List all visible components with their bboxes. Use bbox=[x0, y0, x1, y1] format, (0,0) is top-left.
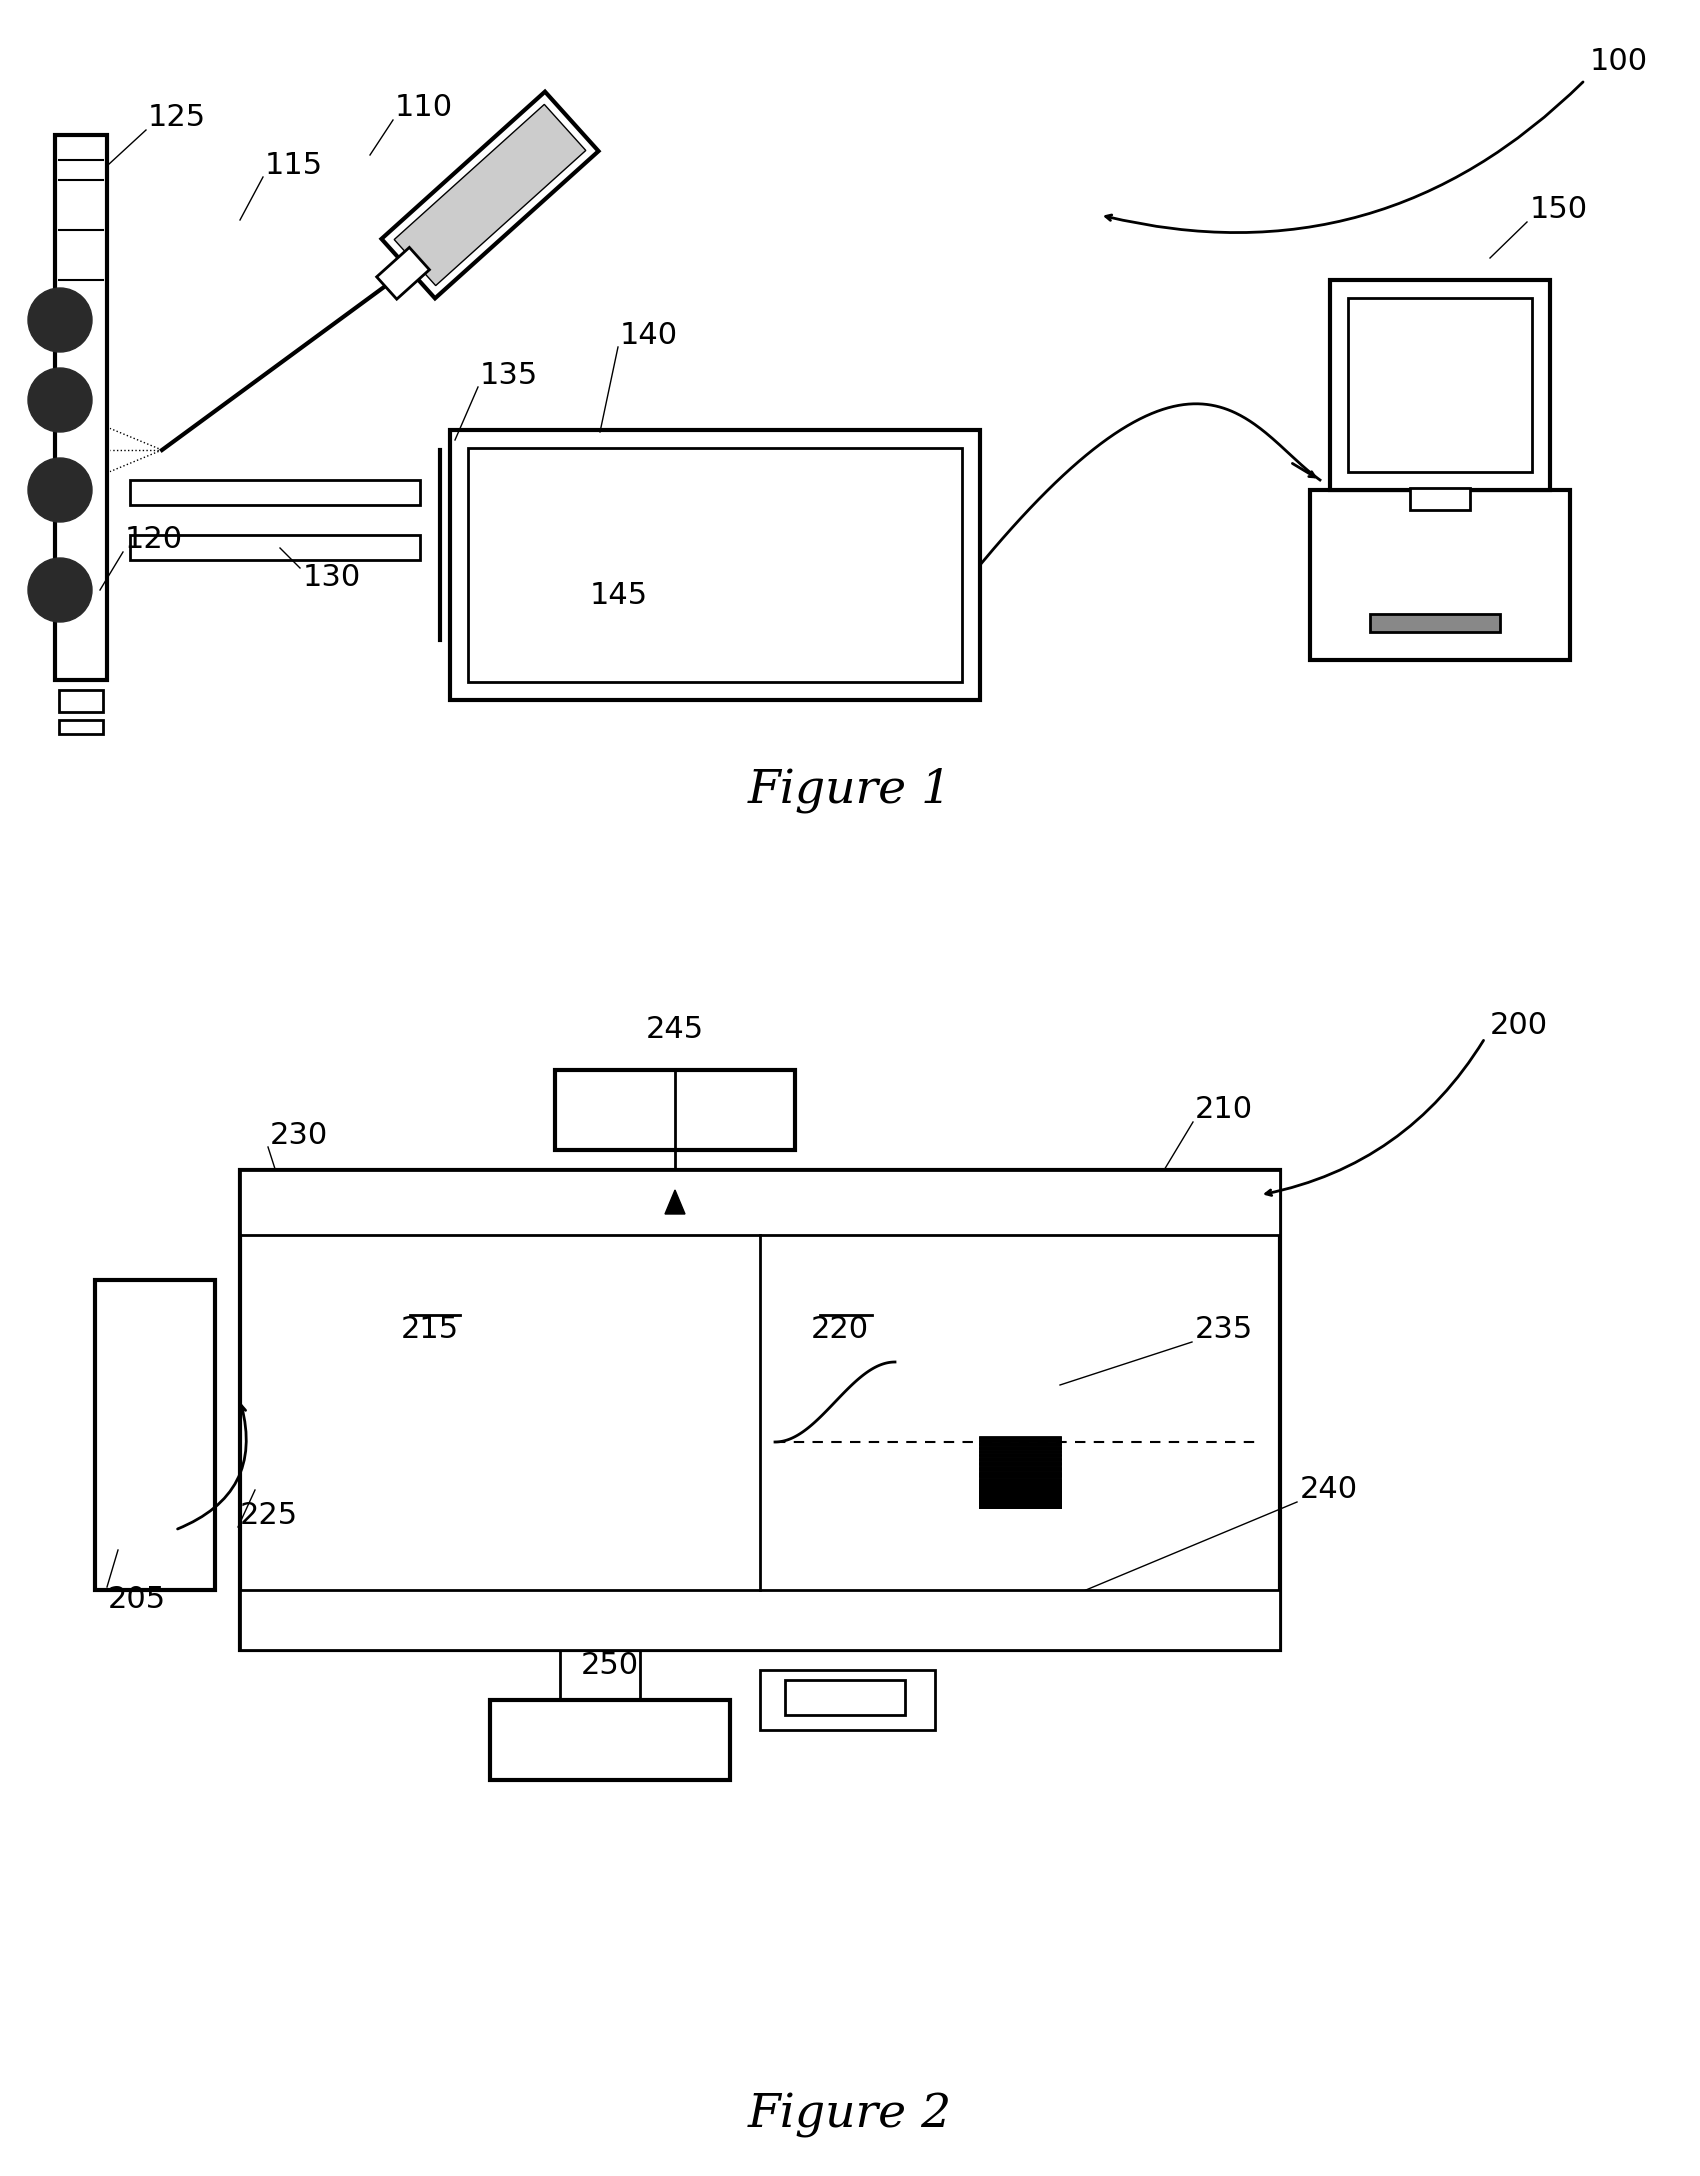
Text: 120: 120 bbox=[126, 524, 184, 555]
Text: 225: 225 bbox=[240, 1501, 298, 1530]
FancyBboxPatch shape bbox=[1311, 490, 1571, 659]
Text: 210: 210 bbox=[1195, 1095, 1253, 1125]
Text: 145: 145 bbox=[590, 581, 648, 609]
Text: 135: 135 bbox=[479, 361, 539, 390]
Text: 205: 205 bbox=[109, 1586, 167, 1615]
FancyBboxPatch shape bbox=[60, 690, 104, 712]
Polygon shape bbox=[381, 91, 598, 298]
Text: 245: 245 bbox=[646, 1016, 704, 1044]
Text: 235: 235 bbox=[1195, 1316, 1253, 1345]
Text: 130: 130 bbox=[303, 564, 360, 592]
FancyBboxPatch shape bbox=[554, 1071, 796, 1149]
FancyBboxPatch shape bbox=[95, 1279, 214, 1591]
Text: 250: 250 bbox=[581, 1652, 639, 1680]
FancyBboxPatch shape bbox=[1329, 281, 1550, 490]
FancyBboxPatch shape bbox=[1348, 298, 1532, 472]
FancyBboxPatch shape bbox=[468, 448, 962, 681]
Text: 220: 220 bbox=[811, 1316, 869, 1345]
Text: Figure 1: Figure 1 bbox=[748, 768, 952, 814]
FancyBboxPatch shape bbox=[60, 720, 104, 733]
FancyBboxPatch shape bbox=[129, 535, 420, 559]
Circle shape bbox=[27, 287, 92, 353]
Polygon shape bbox=[377, 248, 430, 298]
Text: 215: 215 bbox=[401, 1316, 459, 1345]
FancyBboxPatch shape bbox=[240, 1591, 1280, 1649]
Circle shape bbox=[27, 457, 92, 522]
Text: 110: 110 bbox=[394, 94, 454, 122]
FancyBboxPatch shape bbox=[785, 1680, 904, 1715]
Text: Figure 2: Figure 2 bbox=[748, 2093, 952, 2137]
FancyBboxPatch shape bbox=[760, 1669, 935, 1730]
FancyBboxPatch shape bbox=[54, 135, 107, 679]
Text: 140: 140 bbox=[620, 320, 678, 350]
Text: 150: 150 bbox=[1530, 196, 1588, 224]
FancyBboxPatch shape bbox=[1409, 487, 1470, 509]
Text: 200: 200 bbox=[1489, 1010, 1549, 1040]
Circle shape bbox=[27, 368, 92, 433]
Text: 115: 115 bbox=[265, 150, 323, 178]
Circle shape bbox=[27, 557, 92, 622]
FancyBboxPatch shape bbox=[240, 1171, 1280, 1649]
FancyBboxPatch shape bbox=[129, 481, 420, 505]
Text: 100: 100 bbox=[1590, 48, 1647, 76]
Polygon shape bbox=[665, 1190, 685, 1214]
Polygon shape bbox=[394, 104, 586, 285]
FancyBboxPatch shape bbox=[450, 431, 979, 701]
FancyBboxPatch shape bbox=[490, 1699, 729, 1780]
FancyBboxPatch shape bbox=[240, 1171, 1280, 1236]
Text: 240: 240 bbox=[1300, 1475, 1358, 1504]
Text: 125: 125 bbox=[148, 104, 206, 133]
Text: 230: 230 bbox=[270, 1121, 328, 1149]
FancyBboxPatch shape bbox=[1370, 614, 1499, 631]
